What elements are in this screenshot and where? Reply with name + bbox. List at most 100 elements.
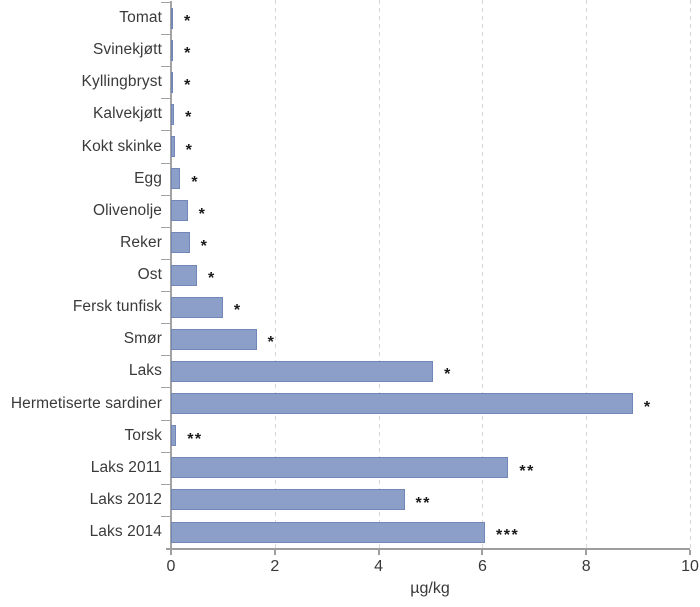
x-axis-tick [170, 550, 172, 555]
x-axis-tick-label: 0 [166, 558, 176, 575]
bar-track: ** [171, 425, 690, 447]
y-axis-tick [161, 419, 171, 421]
bar-track: * [171, 360, 690, 383]
x-axis-tick [481, 550, 484, 555]
bar-track: * [171, 328, 690, 351]
category-label: Kyllingbryst [81, 73, 162, 91]
x-axis-tick-label: 10 [681, 558, 699, 575]
bar [171, 136, 175, 158]
chart-row: Hermetiserte sardiner * [0, 388, 700, 420]
y-axis-tick [161, 130, 171, 132]
y-axis-tick [161, 387, 171, 389]
bar [171, 296, 223, 318]
chart-row: Laks 2011 ** [0, 452, 700, 484]
category-label: Laks 2014 [89, 523, 162, 541]
chart-row: Kalvekjøtt * [0, 98, 700, 130]
bar-track: * [171, 232, 690, 254]
plot-rows: Tomat * Svinekjøtt * Kyllingbryst * Kalvekjøtt… [0, 2, 700, 548]
y-axis-tick [161, 483, 171, 485]
bar-track: * [171, 296, 690, 319]
category-label: Olivenolje [92, 201, 162, 219]
chart-row: Kokt skinke * [0, 131, 700, 163]
x-axis-tick [689, 550, 691, 555]
bar [171, 393, 633, 415]
y-axis-tick [161, 162, 171, 164]
x-axis-tick [585, 550, 588, 555]
y-axis-tick [161, 355, 171, 357]
bar-track: * [171, 168, 690, 190]
bar [171, 521, 485, 543]
x-axis-tick-label: 4 [374, 558, 384, 575]
y-axis-tick [161, 515, 171, 517]
category-label: Laks 2012 [89, 490, 162, 508]
category-label: Tomat [119, 9, 162, 27]
bar-track: * [171, 264, 690, 287]
chart-row: Laks 2012 ** [0, 484, 700, 516]
chart-row: Reker * [0, 227, 700, 259]
bar [171, 264, 197, 286]
chart-row: Smør * [0, 323, 700, 355]
bar-track: * [171, 103, 690, 126]
bar [171, 328, 257, 350]
x-axis-title: µg/kg [410, 580, 450, 597]
y-axis-tick [161, 66, 171, 68]
chart-row: Egg * [0, 163, 700, 195]
bar-track: * [171, 39, 690, 62]
y-axis-tick [161, 34, 171, 36]
bar-track: * [171, 7, 690, 30]
bar-track: ** [171, 489, 690, 511]
category-label: Reker [120, 233, 162, 251]
y-axis-tick [161, 258, 171, 260]
chart-row: Olivenolje * [0, 195, 700, 227]
bar [171, 71, 174, 93]
y-axis-tick [161, 2, 171, 3]
category-label: Laks 2011 [90, 458, 162, 476]
x-axis-tick-label: 2 [270, 558, 280, 575]
bar [171, 425, 177, 447]
bar [171, 232, 190, 254]
y-axis-tick [161, 323, 171, 325]
chart-row: Torsk ** [0, 420, 700, 452]
bar-track: * [171, 136, 690, 158]
chart-row: Svinekjøtt * [0, 34, 700, 66]
chart-row: Ost * [0, 259, 700, 291]
x-axis-tick [273, 550, 276, 555]
y-axis-tick [161, 194, 171, 196]
x-axis-ticks: 0 2 4 6 8 10 [167, 550, 699, 590]
bar [171, 7, 173, 29]
bar-track: * [171, 393, 690, 415]
category-label: Egg [134, 169, 162, 187]
category-label: Kalvekjøtt [92, 105, 162, 123]
category-label: Hermetiserte sardiner [10, 394, 162, 412]
category-label: Kokt skinke [81, 137, 162, 155]
bar-track: * [171, 71, 690, 94]
y-axis-tick [161, 451, 171, 453]
chart-row: Laks 2014 *** [0, 516, 700, 548]
chart-row: Laks * [0, 355, 700, 387]
chart-row: Tomat * [0, 2, 700, 34]
bar [171, 457, 509, 479]
bar-track: ** [171, 457, 690, 479]
category-label: Fersk tunfisk [72, 298, 162, 316]
bar [171, 39, 174, 61]
bar [171, 168, 181, 190]
bar [171, 103, 175, 125]
category-label: Smør [123, 330, 162, 348]
category-label: Laks [128, 362, 162, 380]
bar [171, 489, 405, 511]
bar [171, 360, 434, 382]
chart-row: Fersk tunfisk * [0, 291, 700, 323]
y-axis-ticks [161, 2, 171, 548]
y-axis-tick [161, 98, 171, 100]
x-axis-tick-label: 6 [477, 558, 487, 575]
bar-track: *** [171, 521, 690, 544]
category-label: Torsk [124, 426, 162, 444]
bar [171, 200, 188, 222]
y-axis-tick [161, 226, 171, 228]
x-axis-tick-label: 8 [581, 558, 591, 575]
category-label: Ost [137, 266, 162, 284]
bar-track: * [171, 200, 690, 222]
x-axis-line [166, 548, 690, 550]
y-axis-tick [161, 291, 171, 293]
